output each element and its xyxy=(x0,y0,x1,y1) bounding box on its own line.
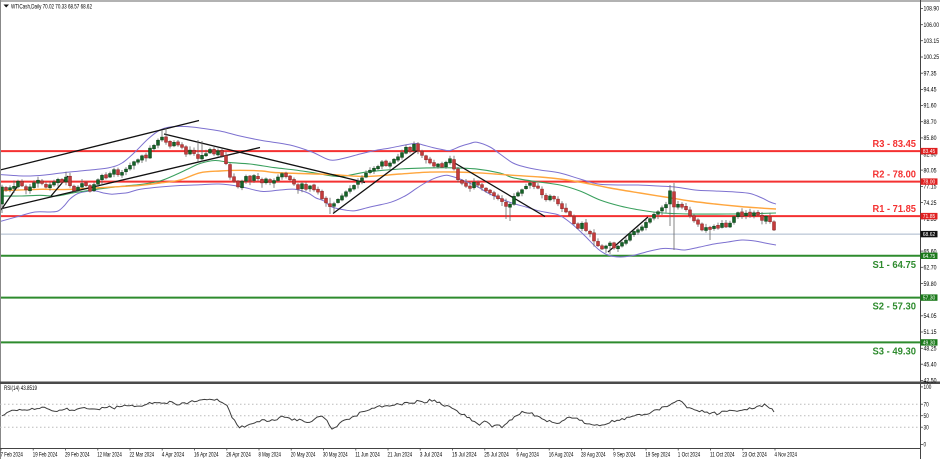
svg-text:25 Jul 2024: 25 Jul 2024 xyxy=(484,453,509,459)
svg-text:29 Feb 2024: 29 Feb 2024 xyxy=(65,453,90,459)
svg-text:3 Jul 2024: 3 Jul 2024 xyxy=(420,453,443,459)
svg-text:9 Sep 2024: 9 Sep 2024 xyxy=(613,453,636,459)
svg-text:45.40: 45.40 xyxy=(924,362,938,368)
svg-text:R2 - 78.00: R2 - 78.00 xyxy=(873,170,917,181)
svg-text:6 Aug 2024: 6 Aug 2024 xyxy=(517,453,540,459)
svg-text:1 Oct 2024: 1 Oct 2024 xyxy=(678,453,701,459)
svg-text:11 Jun 2024: 11 Jun 2024 xyxy=(355,453,380,459)
svg-text:91.60: 91.60 xyxy=(924,104,938,110)
svg-text:50: 50 xyxy=(924,414,930,420)
svg-text:R3 - 83.45: R3 - 83.45 xyxy=(873,139,917,150)
svg-text:S2 - 57.30: S2 - 57.30 xyxy=(873,302,917,313)
svg-text:97.35: 97.35 xyxy=(924,71,938,77)
svg-text:88.70: 88.70 xyxy=(924,120,938,126)
svg-text:WTICash,Daily 70.02 70.33 68.: WTICash,Daily 70.02 70.33 68.57 68.62 xyxy=(11,4,92,11)
svg-text:11 Oct 2024: 11 Oct 2024 xyxy=(710,453,735,459)
svg-text:108.90: 108.90 xyxy=(924,7,940,13)
svg-text:30 May 2024: 30 May 2024 xyxy=(323,453,348,459)
svg-text:100.25: 100.25 xyxy=(924,55,940,61)
svg-text:59.80: 59.80 xyxy=(924,282,938,288)
svg-text:0: 0 xyxy=(924,443,927,449)
svg-text:106.00: 106.00 xyxy=(924,23,940,29)
svg-text:54.05: 54.05 xyxy=(924,314,938,320)
svg-text:20 May 2024: 20 May 2024 xyxy=(291,453,316,459)
svg-text:15 Jul 2024: 15 Jul 2024 xyxy=(452,453,477,459)
svg-text:28 Aug 2024: 28 Aug 2024 xyxy=(581,453,606,459)
svg-text:7 Feb 2024: 7 Feb 2024 xyxy=(1,453,24,459)
svg-text:65.60: 65.60 xyxy=(924,249,938,255)
svg-text:74.25: 74.25 xyxy=(924,201,938,207)
svg-text:21 Jun 2024: 21 Jun 2024 xyxy=(388,453,413,459)
svg-text:71.85: 71.85 xyxy=(923,214,936,220)
svg-text:8 May 2024: 8 May 2024 xyxy=(259,453,282,459)
svg-text:16 Aug 2024: 16 Aug 2024 xyxy=(549,453,574,459)
svg-text:12 Mar 2024: 12 Mar 2024 xyxy=(97,453,122,459)
svg-text:S3 - 49.30: S3 - 49.30 xyxy=(873,346,917,357)
svg-text:19 Sep 2024: 19 Sep 2024 xyxy=(646,453,671,459)
svg-text:16 Apr 2024: 16 Apr 2024 xyxy=(194,453,219,459)
svg-text:30: 30 xyxy=(924,425,930,431)
svg-text:49.30: 49.30 xyxy=(923,341,936,347)
svg-text:83.45: 83.45 xyxy=(923,149,936,155)
svg-text:71.35: 71.35 xyxy=(924,217,938,223)
svg-text:94.45: 94.45 xyxy=(924,88,938,94)
svg-text:70: 70 xyxy=(924,402,930,408)
svg-text:64.75: 64.75 xyxy=(923,254,936,260)
svg-text:103.15: 103.15 xyxy=(924,39,940,45)
svg-text:100: 100 xyxy=(924,385,932,391)
svg-text:RSI(14) 43.8519: RSI(14) 43.8519 xyxy=(4,385,37,392)
svg-text:23 Oct 2024: 23 Oct 2024 xyxy=(742,453,767,459)
svg-text:78.00: 78.00 xyxy=(923,180,936,186)
svg-text:57.30: 57.30 xyxy=(923,296,936,302)
svg-text:R1 - 71.85: R1 - 71.85 xyxy=(873,204,917,215)
svg-text:4 Apr 2024: 4 Apr 2024 xyxy=(162,453,185,459)
svg-text:19 Feb 2024: 19 Feb 2024 xyxy=(33,453,58,459)
svg-text:62.70: 62.70 xyxy=(924,266,938,272)
svg-text:85.80: 85.80 xyxy=(924,136,938,142)
svg-text:48.25: 48.25 xyxy=(924,347,938,353)
svg-text:68.62: 68.62 xyxy=(923,232,936,238)
svg-text:S1 - 64.75: S1 - 64.75 xyxy=(873,260,917,271)
svg-text:51.15: 51.15 xyxy=(924,330,938,336)
svg-text:26 Apr 2024: 26 Apr 2024 xyxy=(226,453,251,459)
svg-text:80.05: 80.05 xyxy=(924,168,938,174)
svg-text:22 Mar 2024: 22 Mar 2024 xyxy=(130,453,155,459)
svg-text:42.50: 42.50 xyxy=(924,379,938,385)
svg-text:82.90: 82.90 xyxy=(924,152,938,158)
svg-text:77.15: 77.15 xyxy=(924,185,938,191)
svg-text:4 Nov 2024: 4 Nov 2024 xyxy=(775,453,798,459)
